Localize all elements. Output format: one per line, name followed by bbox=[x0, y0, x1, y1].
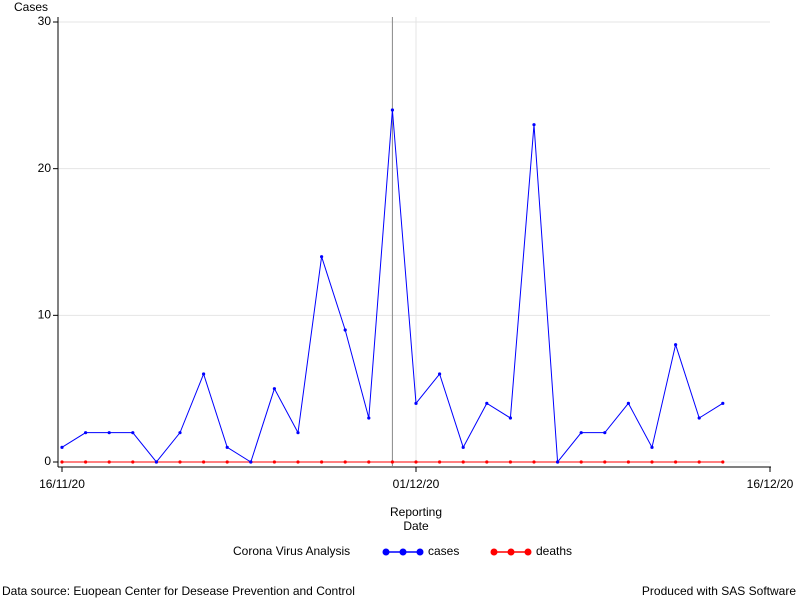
point bbox=[485, 401, 489, 405]
y-tick-label: 0 bbox=[44, 454, 51, 468]
point bbox=[84, 460, 88, 464]
point bbox=[60, 460, 64, 464]
point bbox=[343, 328, 347, 332]
point bbox=[84, 431, 88, 435]
point bbox=[438, 372, 442, 376]
point bbox=[532, 460, 536, 464]
y-axis-label: Cases bbox=[14, 0, 48, 14]
legend-marker bbox=[524, 548, 532, 556]
point bbox=[556, 460, 560, 464]
point bbox=[414, 401, 418, 405]
point bbox=[532, 123, 536, 127]
footnote-left: Data source: Euopean Center for Desease … bbox=[2, 584, 355, 598]
point bbox=[390, 108, 394, 112]
point bbox=[343, 460, 347, 464]
legend-marker bbox=[507, 548, 515, 556]
point bbox=[674, 343, 678, 347]
point bbox=[296, 460, 300, 464]
point bbox=[296, 431, 300, 435]
x-axis-label: Reporting Date bbox=[389, 505, 443, 533]
point bbox=[674, 460, 678, 464]
legend-marker bbox=[399, 548, 407, 556]
point bbox=[485, 460, 489, 464]
point bbox=[202, 372, 206, 376]
point bbox=[131, 431, 135, 435]
point bbox=[131, 460, 135, 464]
point bbox=[225, 460, 229, 464]
legend-label: deaths bbox=[536, 544, 572, 558]
x-tick-label: 01/12/20 bbox=[393, 477, 440, 491]
point bbox=[626, 401, 631, 405]
point bbox=[178, 460, 182, 464]
point bbox=[579, 460, 583, 464]
point bbox=[320, 460, 324, 464]
y-tick-label: 20 bbox=[38, 161, 52, 175]
point bbox=[508, 416, 512, 420]
point bbox=[721, 401, 725, 405]
point bbox=[697, 416, 701, 420]
x-tick-label: 16/12/20 bbox=[747, 477, 794, 491]
legend-marker bbox=[490, 548, 498, 556]
point bbox=[650, 445, 654, 449]
point bbox=[320, 255, 324, 259]
point bbox=[650, 460, 654, 464]
point bbox=[107, 460, 111, 464]
point bbox=[579, 431, 583, 435]
point bbox=[508, 460, 512, 464]
x-tick-label: 16/11/20 bbox=[39, 477, 85, 491]
point bbox=[249, 460, 253, 464]
point bbox=[390, 460, 394, 464]
point bbox=[225, 445, 229, 449]
point bbox=[697, 460, 701, 464]
point bbox=[603, 431, 607, 435]
point bbox=[272, 387, 276, 391]
point bbox=[461, 460, 465, 464]
legend-label: cases bbox=[428, 544, 459, 558]
point bbox=[603, 460, 607, 464]
point bbox=[367, 460, 371, 464]
point bbox=[414, 460, 418, 464]
point bbox=[202, 460, 206, 464]
point bbox=[60, 445, 64, 449]
footnote-right: Produced with SAS Software bbox=[642, 584, 796, 598]
point bbox=[438, 460, 442, 464]
point bbox=[178, 431, 182, 435]
legend-marker bbox=[416, 548, 424, 556]
point bbox=[626, 460, 631, 464]
point bbox=[461, 445, 465, 449]
legend-title: Corona Virus Analysis bbox=[233, 544, 350, 558]
point bbox=[154, 460, 158, 464]
point bbox=[272, 460, 276, 464]
y-tick-label: 10 bbox=[38, 308, 52, 322]
point bbox=[367, 416, 371, 420]
point bbox=[107, 431, 111, 435]
legend-marker bbox=[382, 548, 390, 556]
point bbox=[721, 460, 725, 464]
y-tick-label: 30 bbox=[38, 14, 52, 28]
